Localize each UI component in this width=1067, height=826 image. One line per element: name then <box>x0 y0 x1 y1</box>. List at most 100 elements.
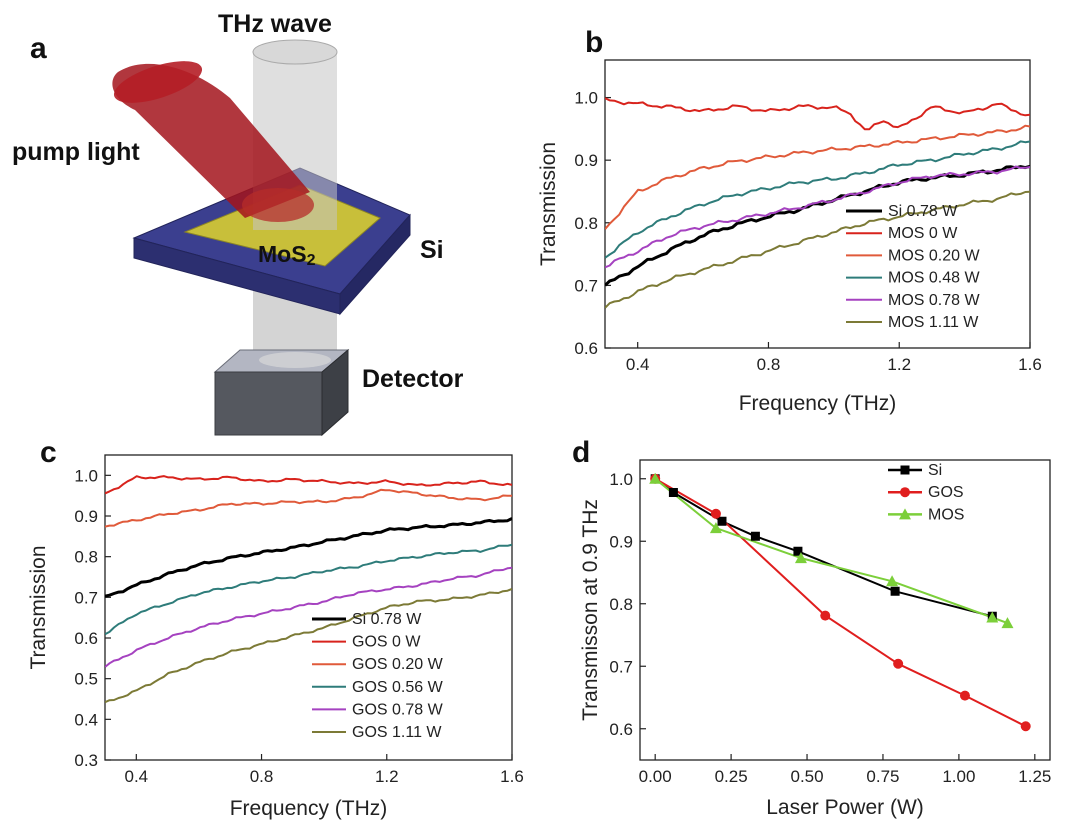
y-tick-label: 0.8 <box>609 595 633 614</box>
panel-a-label: a <box>30 32 47 65</box>
detector-label: Detector <box>362 365 464 393</box>
y-tick-label: 0.6 <box>574 339 598 358</box>
si-label: Si <box>420 236 444 264</box>
series-line-mos-0-78-w <box>605 165 1030 269</box>
series-line-si-0-78-w <box>105 517 512 598</box>
legend-entry: MOS 0 W <box>888 225 958 242</box>
legend: Si 0.78 W MOS 0 W MOS 0.20 W MOS 0.48 W MOS … <box>846 203 980 331</box>
data-point-si <box>890 586 900 596</box>
legend-entry: GOS <box>928 484 964 501</box>
data-point-mos <box>709 522 722 534</box>
legend-entry: GOS 0.56 W <box>352 679 444 696</box>
plot-area <box>605 97 1030 309</box>
plot-frame <box>104 454 513 761</box>
data-point-gos <box>893 658 904 669</box>
panel-d-label: d <box>572 436 590 469</box>
series-line-mos-0-48-w <box>605 140 1030 259</box>
thz-wave-label: THz wave <box>218 10 332 38</box>
series-line-gos <box>654 477 1027 728</box>
detector <box>213 348 350 437</box>
panel-c-label: c <box>40 436 57 469</box>
pump-beam <box>112 61 314 222</box>
x-tick-label: 1.00 <box>942 767 975 786</box>
x-tick-label: 0.8 <box>757 355 781 374</box>
legend-entry: Si <box>928 462 942 479</box>
legend-marker <box>900 487 910 498</box>
y-tick-label: 0.6 <box>74 629 98 648</box>
y-tick-label: 0.9 <box>74 507 98 526</box>
plot-area <box>105 475 512 704</box>
series-line-gos-1-11-w <box>105 587 512 704</box>
legend-entry: MOS 0.20 W <box>888 247 980 264</box>
y-tick-label: 0.8 <box>74 548 98 567</box>
y-tick-label: 0.6 <box>609 720 633 739</box>
data-point-si <box>717 516 727 526</box>
legend-marker <box>900 465 910 475</box>
series-line-mos-0-w <box>605 97 1030 131</box>
x-axis-label: Laser Power (W) <box>766 796 924 819</box>
data-point-gos <box>710 508 721 519</box>
data-point-gos <box>959 690 970 701</box>
data-point-mos <box>794 552 807 564</box>
plot-frame <box>639 459 1051 761</box>
x-tick-label: 0.8 <box>250 767 274 786</box>
y-tick-label: 1.0 <box>74 466 98 485</box>
pump-light-label: pump light <box>12 138 140 166</box>
plot-frame <box>604 59 1031 349</box>
legend-marker <box>899 508 911 520</box>
legend-entry: GOS 0.20 W <box>352 656 444 673</box>
x-tick-label: 1.25 <box>1018 767 1051 786</box>
series-line-gos-0-20-w <box>105 488 512 528</box>
series-line-gos-0-78-w <box>105 566 512 668</box>
mos2-label: MoS2 <box>258 241 316 269</box>
legend-entry: MOS 1.11 W <box>888 314 979 331</box>
x-tick-label: 1.2 <box>375 767 399 786</box>
legend-entry: Si 0.78 W <box>888 203 958 220</box>
y-axis-label: Transmisson at 0.9 THz <box>579 499 602 721</box>
x-tick-label: 1.6 <box>1018 355 1042 374</box>
legend: Si GOS MOS <box>888 462 964 523</box>
series-line-gos-0-56-w <box>105 543 512 636</box>
series-line-gos-0-w <box>105 475 512 495</box>
y-tick-label: 0.7 <box>574 276 598 295</box>
y-tick-label: 0.7 <box>74 588 98 607</box>
x-tick-label: 1.6 <box>500 767 524 786</box>
legend-entry: GOS 1.11 W <box>352 724 442 741</box>
y-tick-label: 1.0 <box>609 470 633 489</box>
data-point-si <box>793 546 803 556</box>
y-tick-label: 0.7 <box>609 657 633 676</box>
y-tick-label: 0.4 <box>74 710 98 729</box>
plot-area <box>654 477 1027 728</box>
y-axis-label: Transmission <box>27 545 50 669</box>
x-axis-label: Frequency (THz) <box>739 392 897 415</box>
y-axis-label: Transmission <box>537 142 560 266</box>
data-point-mos <box>649 472 662 484</box>
x-axis-label: Frequency (THz) <box>230 797 388 820</box>
panel-b-label: b <box>585 26 603 59</box>
y-tick-label: 0.9 <box>574 151 598 170</box>
x-tick-label: 0.50 <box>790 767 823 786</box>
legend-entry: MOS <box>928 506 964 523</box>
y-tick-label: 0.9 <box>609 532 633 551</box>
y-tick-label: 0.5 <box>74 670 98 689</box>
legend-entry: GOS 0 W <box>352 634 421 651</box>
x-tick-label: 1.2 <box>887 355 911 374</box>
x-tick-label: 0.75 <box>866 767 899 786</box>
y-tick-label: 0.3 <box>74 751 98 770</box>
data-point-mos <box>886 575 899 587</box>
data-point-si <box>750 531 760 541</box>
data-point-mos <box>986 611 999 623</box>
data-point-mos <box>1001 617 1014 629</box>
series-line-si-0-78-w <box>605 164 1030 287</box>
data-point-si <box>668 488 678 497</box>
legend-entry: MOS 0.48 W <box>888 270 980 287</box>
y-tick-label: 1.0 <box>574 89 598 108</box>
legend-entry: GOS 0.78 W <box>352 701 444 718</box>
legend-entry: Si 0.78 W <box>352 611 422 628</box>
y-tick-label: 0.8 <box>574 214 598 233</box>
panel-a-schematic: a THz wave pump light MoS2 Si <box>12 10 464 437</box>
legend: Si 0.78 W GOS 0 W GOS 0.20 W GOS 0.56 W GOS … <box>312 611 444 741</box>
data-point-gos <box>820 610 831 621</box>
series-line-mos-1-11-w <box>605 190 1030 309</box>
